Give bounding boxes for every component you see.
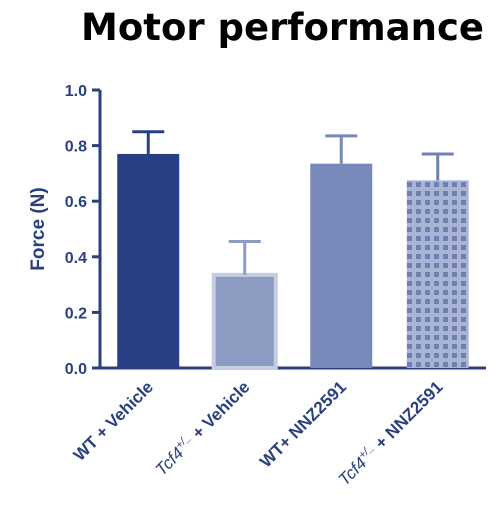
bars	[117, 153, 469, 370]
chart-title: Motor performance	[81, 6, 484, 49]
y-tick-label: 0.0	[65, 361, 87, 378]
y-tick-label: 0.2	[65, 305, 87, 322]
y-tick-label: 1.0	[65, 83, 87, 100]
y-tick-label: 0.8	[65, 139, 87, 156]
bar-1	[117, 153, 180, 368]
bar-3	[310, 163, 373, 368]
y-axis-label: Force (N)	[28, 187, 49, 270]
y-tick-label: 0.4	[65, 250, 87, 267]
x-category-label-4: Tcf4+/_ + NNZ2591	[334, 377, 447, 490]
bar-2	[211, 272, 278, 370]
x-category-label-3: WT+ NNZ2591	[256, 377, 350, 471]
bar-4	[406, 180, 469, 368]
error-bars	[132, 130, 454, 275]
y-tick-label: 0.6	[65, 194, 87, 211]
x-category-label-1: WT + Vehicle	[70, 377, 157, 464]
x-category-label-2: Tcf4+/_ + Vehicle	[151, 377, 254, 480]
y-axis: 0.0 0.2 0.4 0.6 0.8 1.0	[65, 83, 102, 378]
